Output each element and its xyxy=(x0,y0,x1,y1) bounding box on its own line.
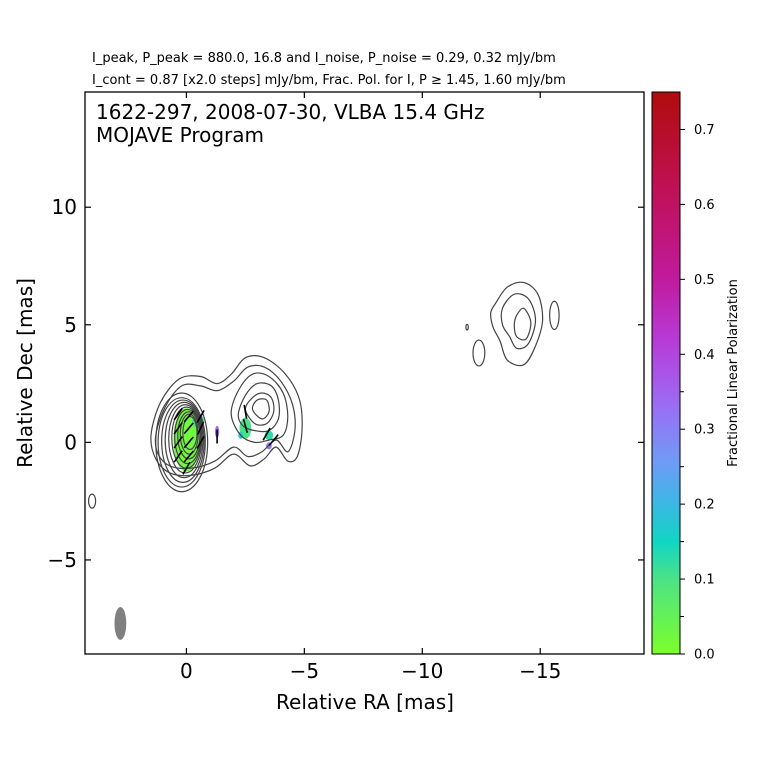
evpa-tick xyxy=(173,436,183,449)
x-tick-label: 0 xyxy=(180,659,193,683)
chart-subtitle: MOJAVE Program xyxy=(96,123,264,147)
isolated-contour xyxy=(87,493,97,509)
colorbar-tick-label: 0.1 xyxy=(694,573,715,588)
y-tick-label: −5 xyxy=(48,548,77,572)
colorbar xyxy=(651,91,681,655)
axis-ticks: 0 −5 −10 −15 −5 0 5 10 xyxy=(48,92,644,683)
colorbar-tick-label: 0.4 xyxy=(694,348,715,363)
evpa-tick xyxy=(183,450,194,463)
y-tick-label: 10 xyxy=(52,195,77,219)
evpa-tick xyxy=(262,427,271,441)
evpa-tick xyxy=(173,422,183,435)
evpa-tick xyxy=(243,404,248,419)
isolated-contour xyxy=(465,323,469,331)
jet-contour xyxy=(154,364,296,470)
evpa-tick xyxy=(182,461,191,475)
colorbar-label: Fractional Linear Polarization xyxy=(726,279,741,467)
colorbar-tick-label: 0.2 xyxy=(694,498,715,513)
colorbar-ticks: 0.0 0.1 0.2 0.3 0.4 0.5 0.6 0.7 xyxy=(680,123,715,663)
core-contour xyxy=(177,411,201,460)
evpa-tick xyxy=(196,421,205,435)
plot-frame xyxy=(84,91,645,655)
colorbar-tick-label: 0.3 xyxy=(694,423,715,438)
evpa-tick xyxy=(173,407,183,421)
colorbar-tick-label: 0.6 xyxy=(694,198,715,213)
jet-contour xyxy=(237,382,281,433)
y-axis-label: Relative Dec [mas] xyxy=(13,278,37,468)
header-line-2: I_cont = 0.87 [x2.0 steps] mJy/bm, Frac.… xyxy=(92,73,566,88)
core-contour xyxy=(174,408,202,465)
core-contour xyxy=(182,415,198,451)
outer-contour xyxy=(513,307,532,341)
evpa-tick xyxy=(242,418,248,433)
evpa-tick xyxy=(196,435,205,449)
evpa-tick xyxy=(268,434,279,446)
y-tick-label: 5 xyxy=(64,313,77,337)
jet-contour xyxy=(150,355,303,477)
y-tick-label: 0 xyxy=(64,430,77,454)
jet-contour xyxy=(251,398,270,420)
evpa-tick xyxy=(183,436,194,449)
outer-contour xyxy=(490,281,544,367)
jet-contour xyxy=(244,392,275,426)
evpa-tick xyxy=(196,410,205,423)
x-tick-label: −15 xyxy=(519,659,561,683)
plot-area xyxy=(87,281,560,640)
core-contour xyxy=(161,399,205,483)
x-tick-label: −5 xyxy=(290,659,319,683)
colorbar-tick-label: 0.0 xyxy=(694,648,715,663)
beam-ellipse xyxy=(114,606,127,640)
isolated-contour xyxy=(549,300,560,331)
outer-contour xyxy=(500,293,537,350)
colorbar-tick-label: 0.7 xyxy=(694,123,715,138)
chart-title: 1622-297, 2008-07-30, VLBA 15.4 GHz xyxy=(96,100,484,124)
header-line-1: I_peak, P_peak = 880.0, 16.8 and I_noise… xyxy=(92,51,556,66)
jet-contour xyxy=(230,372,289,444)
evpa-tick xyxy=(183,422,194,435)
isolated-contour xyxy=(472,339,486,367)
evpa-tick xyxy=(173,450,183,463)
x-tick-label: −10 xyxy=(401,659,443,683)
core-contour xyxy=(164,401,204,479)
evpa-tick xyxy=(183,410,194,423)
colorbar-tick-label: 0.5 xyxy=(694,273,715,288)
core-contour xyxy=(157,397,206,488)
x-axis-label: Relative RA [mas] xyxy=(276,690,454,714)
